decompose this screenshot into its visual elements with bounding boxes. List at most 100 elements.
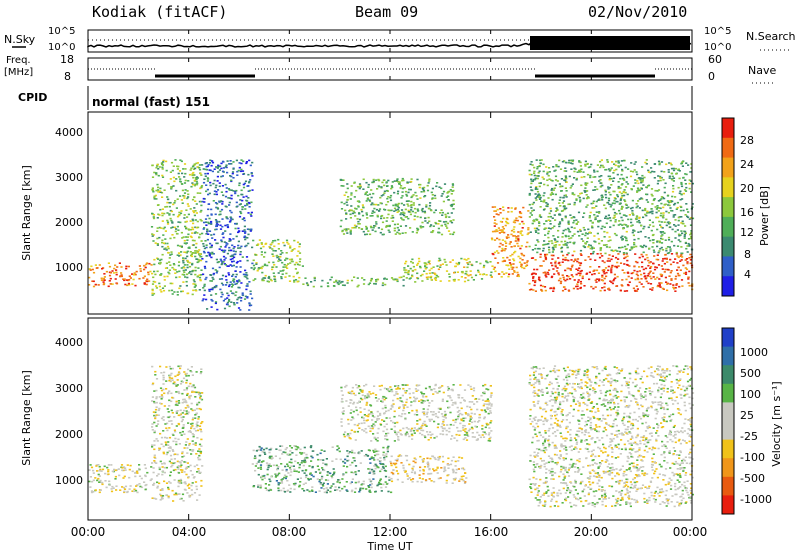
- heatmap-cell: [592, 270, 595, 272]
- heatmap-cell: [542, 247, 545, 250]
- heatmap-cell: [239, 266, 242, 268]
- heatmap-cell: [262, 475, 265, 478]
- heatmap-cell: [182, 168, 185, 170]
- heatmap-cell: [522, 222, 525, 225]
- heatmap-cell: [644, 245, 648, 248]
- heatmap-cell: [607, 257, 610, 260]
- heatmap-cell: [220, 191, 223, 193]
- heatmap-cell: [619, 198, 623, 200]
- heatmap-cell: [551, 193, 555, 195]
- heatmap-cell: [660, 246, 663, 249]
- heatmap-cell: [296, 263, 299, 266]
- heatmap-cell: [302, 283, 305, 285]
- heatmap-cell: [348, 210, 351, 212]
- heatmap-cell: [652, 276, 655, 278]
- heatmap-cell: [195, 226, 198, 229]
- heatmap-cell: [166, 437, 169, 439]
- heatmap-cell: [354, 487, 357, 490]
- heatmap-cell: [183, 481, 186, 484]
- heatmap-cell: [554, 260, 557, 263]
- heatmap-cell: [354, 473, 358, 476]
- heatmap-cell: [520, 265, 523, 268]
- heatmap-cell: [179, 195, 182, 197]
- heatmap-cell: [537, 175, 540, 177]
- heatmap-cell: [444, 261, 447, 263]
- heatmap-cell: [579, 262, 582, 264]
- heatmap-cell: [245, 276, 248, 278]
- heatmap-cell: [170, 423, 174, 425]
- heatmap-cell: [168, 205, 171, 208]
- heatmap-cell: [297, 471, 300, 473]
- heatmap-cell: [292, 275, 295, 278]
- heatmap-cell: [517, 231, 520, 233]
- heatmap-cell: [161, 196, 164, 198]
- heatmap-cell: [427, 261, 430, 263]
- heatmap-cell: [662, 212, 665, 214]
- heatmap-cell: [460, 407, 463, 410]
- heatmap-cell: [242, 186, 246, 189]
- heatmap-cell: [224, 183, 227, 186]
- heatmap-cell: [674, 219, 677, 221]
- heatmap-cell: [165, 205, 168, 208]
- heatmap-cell: [494, 210, 497, 212]
- heatmap-cell: [186, 190, 189, 192]
- heatmap-cell: [109, 271, 113, 274]
- heatmap-cell: [220, 278, 224, 280]
- heatmap-cell: [592, 287, 595, 290]
- heatmap-cell: [321, 279, 324, 282]
- heatmap-cell: [226, 297, 229, 299]
- heatmap-cell: [554, 179, 558, 181]
- heatmap-cell: [155, 396, 158, 398]
- heatmap-cell: [430, 480, 433, 482]
- heatmap-cell: [425, 206, 428, 208]
- heatmap-cell: [405, 269, 408, 271]
- heatmap-cell: [121, 486, 124, 488]
- heatmap-cell: [386, 201, 390, 203]
- heatmap-cell: [505, 236, 508, 238]
- heatmap-cell: [163, 226, 166, 229]
- heatmap-cell: [510, 263, 513, 266]
- heatmap-cell: [254, 455, 257, 457]
- heatmap-cell: [431, 198, 434, 200]
- heatmap-cell: [157, 174, 160, 177]
- heatmap-cell: [364, 233, 367, 236]
- heatmap-cell: [174, 437, 177, 440]
- heatmap-cell: [591, 252, 595, 255]
- heatmap-cell: [175, 443, 178, 446]
- heatmap-cell: [229, 209, 232, 212]
- heatmap-cell: [324, 463, 327, 466]
- heatmap-cell: [138, 277, 141, 280]
- heatmap-cell: [194, 414, 197, 416]
- heatmap-cell: [543, 240, 546, 242]
- heatmap-cell: [316, 465, 319, 467]
- heatmap-cell: [246, 274, 249, 276]
- heatmap-cell: [207, 193, 210, 196]
- heatmap-cell: [656, 216, 659, 219]
- heatmap-cell: [163, 285, 166, 287]
- heatmap-cell: [176, 168, 179, 170]
- heatmap-cell: [293, 239, 296, 242]
- heatmap-cell: [295, 470, 298, 473]
- heatmap-cell: [164, 206, 167, 208]
- heatmap-cell: [158, 482, 161, 485]
- heatmap-cell: [187, 466, 190, 468]
- heatmap-cell: [296, 255, 299, 257]
- heatmap-cell: [610, 258, 613, 261]
- heatmap-cell: [161, 495, 165, 497]
- heatmap-cell: [653, 268, 657, 271]
- heatmap-cell: [245, 256, 249, 258]
- heatmap-cell: [270, 243, 273, 246]
- heatmap-cell: [636, 205, 639, 207]
- heatmap-cell: [443, 470, 446, 473]
- heatmap-cell: [232, 302, 236, 304]
- heatmap-cell: [200, 274, 203, 276]
- heatmap-cell: [464, 277, 467, 279]
- heatmap-cell: [134, 273, 137, 276]
- heatmap-cell: [263, 477, 266, 479]
- heatmap-cell: [151, 294, 154, 296]
- heatmap-cell: [243, 182, 246, 185]
- heatmap-cell: [244, 295, 247, 298]
- heatmap-cell: [408, 278, 411, 280]
- heatmap-cell: [231, 257, 234, 260]
- heatmap-cell: [588, 278, 591, 281]
